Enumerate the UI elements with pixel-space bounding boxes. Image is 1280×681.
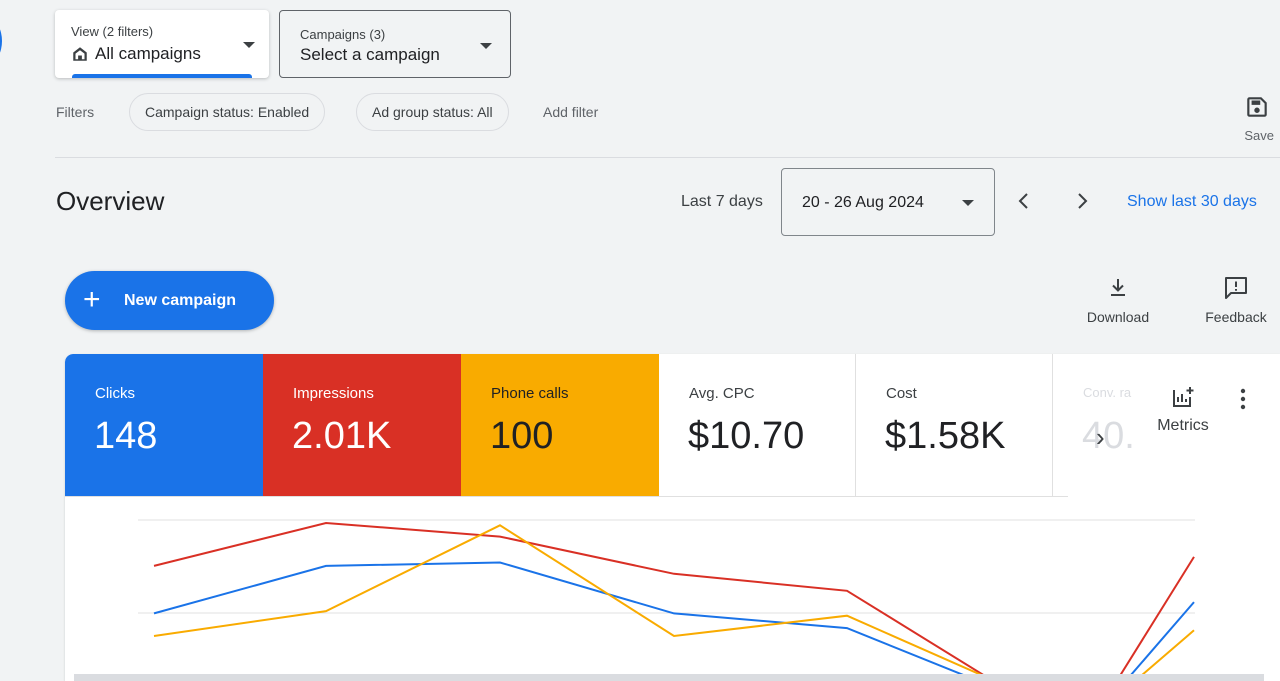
chevron-down-icon: [480, 43, 492, 49]
performance-chart: [138, 519, 1195, 681]
chevron-down-icon: [962, 200, 974, 206]
more-vert-icon[interactable]: [1236, 386, 1250, 412]
date-range-label: Last 7 days: [681, 193, 763, 210]
feedback-icon: [1225, 277, 1247, 299]
metric-tile-impressions[interactable]: Impressions 2.01K: [263, 354, 461, 496]
campaign-selector[interactable]: Campaigns (3) Select a campaign: [279, 10, 511, 78]
feedback-button[interactable]: Feedback: [1196, 276, 1276, 325]
tiles-divider: [65, 496, 1068, 497]
metric-tile-avg-cpc[interactable]: Avg. CPC $10.70: [659, 354, 856, 496]
performance-card: Clicks 148 Impressions 2.01K Phone calls…: [65, 354, 1280, 681]
view-selector-value: All campaigns: [71, 44, 201, 64]
metric-label: Clicks: [95, 385, 135, 402]
home-icon: [73, 47, 87, 61]
metrics-button[interactable]: Metrics: [1147, 384, 1219, 435]
download-label: Download: [1086, 309, 1150, 325]
divider: [55, 157, 1280, 158]
metric-tile-conv-rate[interactable]: Conv. ra 40.: [1053, 354, 1280, 496]
metric-tile-cost[interactable]: Cost $1.58K: [856, 354, 1053, 496]
metric-label: Avg. CPC: [689, 385, 755, 402]
chart-series-line-2: [153, 524, 1195, 681]
view-filter-count: View (2 filters): [71, 24, 154, 39]
metric-value: $10.70: [688, 415, 805, 457]
campaign-count: Campaigns (3): [300, 27, 386, 42]
chevron-right-icon[interactable]: [1070, 188, 1094, 214]
show-last-30-days-link[interactable]: Show last 30 days: [1127, 193, 1257, 210]
plus-icon: +: [83, 283, 101, 316]
download-icon: [1111, 279, 1125, 296]
edge-partial-element: [0, 20, 2, 62]
view-selector-label: All campaigns: [95, 44, 201, 63]
metric-label: Impressions: [293, 385, 374, 402]
feedback-label: Feedback: [1205, 309, 1267, 325]
metric-value: 40.: [1082, 415, 1135, 457]
horizontal-scrollbar[interactable]: [74, 674, 1264, 681]
filters-label: Filters: [56, 104, 95, 120]
metric-value: 100: [490, 415, 554, 457]
add-filter-button[interactable]: Add filter: [543, 104, 599, 120]
save-icon: [1247, 97, 1267, 117]
metric-tile-phone-calls[interactable]: Phone calls 100: [461, 354, 659, 496]
new-campaign-button[interactable]: + New campaign: [65, 271, 274, 330]
add-chart-icon: [1173, 387, 1194, 407]
metric-tile-clicks[interactable]: Clicks 148: [65, 354, 263, 496]
chevron-down-icon: [243, 42, 255, 48]
download-button[interactable]: Download: [1080, 276, 1156, 325]
chevron-left-icon[interactable]: [1012, 188, 1036, 214]
save-button[interactable]: Save: [1232, 92, 1280, 148]
chart-series-line-0: [153, 521, 1195, 681]
metric-label: Conv. ra: [1083, 385, 1132, 400]
metric-label: Cost: [886, 385, 917, 402]
metrics-label: Metrics: [1157, 417, 1209, 434]
metric-value: 148: [94, 415, 158, 457]
chart-series-line-1: [153, 561, 1195, 681]
active-indicator: [72, 74, 252, 78]
filter-chip-campaign-status[interactable]: Campaign status: Enabled: [129, 93, 326, 131]
save-label: Save: [1244, 128, 1274, 143]
filter-chip-ad-group-status[interactable]: Ad group status: All: [356, 93, 509, 131]
chevron-right-icon[interactable]: ›: [1096, 422, 1105, 452]
campaign-selector-value: Select a campaign: [300, 45, 440, 64]
metric-value: 2.01K: [292, 415, 392, 457]
date-range-value: 20 - 26 Aug 2024: [802, 194, 924, 211]
new-campaign-label: New campaign: [124, 292, 237, 309]
date-range-picker[interactable]: 20 - 26 Aug 2024: [781, 168, 995, 236]
metric-label: Phone calls: [491, 385, 569, 402]
view-selector[interactable]: View (2 filters) All campaigns: [55, 10, 269, 78]
page-title: Overview: [56, 186, 165, 216]
metric-value: $1.58K: [885, 415, 1006, 457]
